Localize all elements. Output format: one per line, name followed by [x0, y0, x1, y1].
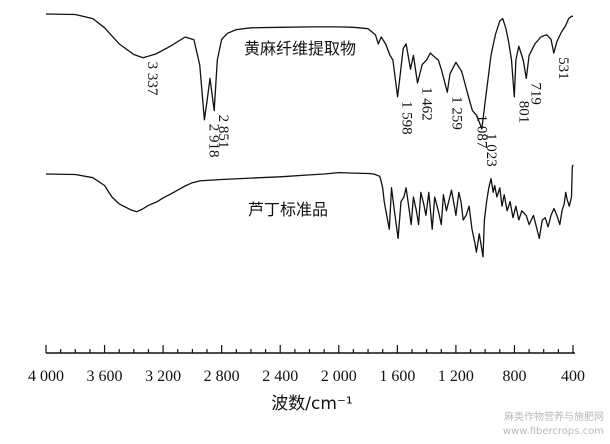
peak-label-3: 2 851	[215, 115, 231, 149]
watermark: 麻类作物营养与施肥网 www.fibercrops.com	[503, 410, 604, 437]
series-label-2: 芦丁标准品	[248, 200, 328, 219]
peak-label-11: 531	[555, 57, 571, 80]
x-tick-label-5: 2 400	[262, 368, 298, 385]
peak-label-6: 1 259	[448, 96, 464, 130]
series-line-1	[45, 13, 573, 130]
peak-label-9: 801	[515, 101, 531, 124]
x-tick-label-9: 800	[502, 368, 526, 385]
watermark-line-2: www.fibercrops.com	[503, 426, 604, 437]
x-tick-label-6: 2 000	[321, 368, 357, 385]
peak-label-5: 1 462	[419, 87, 435, 121]
x-axis-ticks-group: 4 000 3 600 3 200 2 800 2 400 2 000 1 600 1 200…	[28, 345, 585, 385]
peak-label-8: 1 023	[483, 133, 499, 167]
x-tick-label-10: 400	[561, 368, 585, 385]
peak-label-10: 719	[527, 82, 543, 105]
x-tick-label-1: 4 000	[28, 368, 64, 385]
x-axis-title: 波数/cm⁻¹	[271, 394, 352, 414]
spectra-group	[45, 13, 574, 258]
peak-label-2: 2 918	[205, 124, 221, 158]
x-tick-label-7: 1 600	[379, 368, 415, 385]
x-tick-label-3: 3 200	[145, 368, 181, 385]
peak-label-4: 1 598	[399, 101, 415, 135]
x-tick-label-8: 1 200	[438, 368, 474, 385]
x-tick-label-4: 2 800	[204, 368, 240, 385]
series-label-1: 黄麻纤维提取物	[244, 39, 356, 58]
x-tick-label-2: 3 600	[87, 368, 123, 385]
series-line-2	[45, 164, 574, 258]
peak-label-1: 3 337	[144, 62, 160, 96]
peak-label-7: 1 087	[473, 115, 489, 149]
watermark-line-1: 麻类作物营养与施肥网	[504, 410, 604, 423]
